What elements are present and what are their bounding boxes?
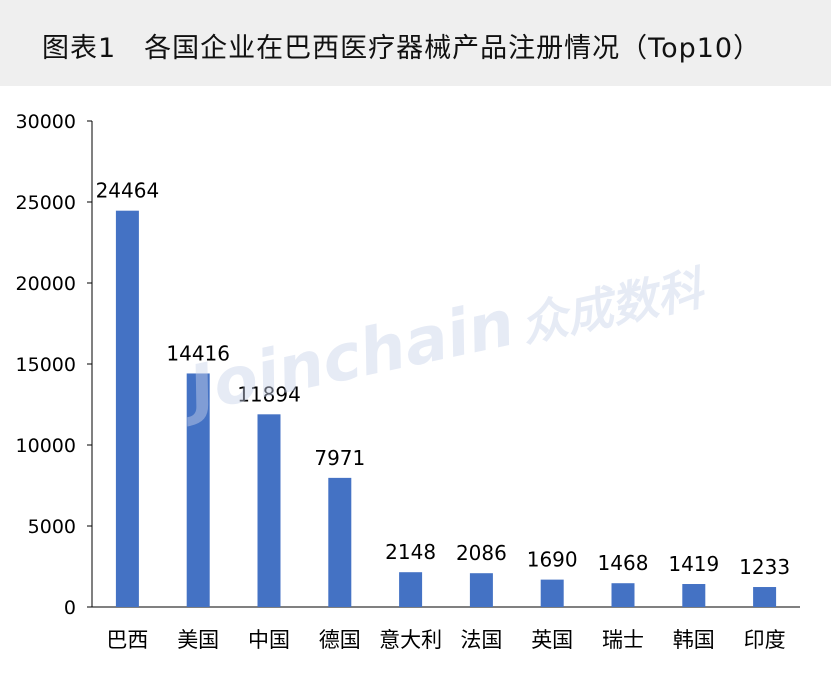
x-tick-label: 意大利	[379, 628, 442, 652]
chart-title: 图表1 各国企业在巴西医疗器械产品注册情况（Top10）	[42, 33, 762, 64]
x-tick-label: 瑞士	[602, 628, 644, 652]
data-label: 24464	[96, 179, 160, 203]
y-tick-label: 25000	[16, 192, 76, 214]
y-tick-label: 0	[64, 597, 76, 619]
y-tick-label: 30000	[16, 111, 76, 133]
x-tick-label: 韩国	[673, 628, 715, 652]
bar	[186, 373, 210, 607]
data-label: 1468	[598, 551, 649, 575]
y-tick-label: 5000	[28, 516, 76, 538]
bar-chart: 0 5000 10000 15000 20000 25000 30000 24464 巴西 144…	[16, 111, 800, 652]
data-label: 1419	[668, 552, 719, 576]
chart-header: 图表1 各国企业在巴西医疗器械产品注册情况（Top10）	[0, 0, 831, 86]
data-label: 2086	[456, 541, 507, 565]
data-label: 7971	[314, 446, 365, 470]
data-label: 2148	[385, 540, 436, 564]
bar	[540, 579, 564, 607]
x-tick-label: 德国	[319, 628, 361, 652]
data-label: 11894	[237, 382, 301, 406]
bar	[328, 477, 352, 607]
x-tick-label: 美国	[177, 628, 219, 652]
bar	[115, 210, 139, 607]
bar	[682, 584, 706, 607]
x-tick-label: 巴西	[106, 628, 148, 652]
y-tick-label: 20000	[16, 273, 76, 295]
y-tick-label: 10000	[16, 435, 76, 457]
bar	[399, 572, 423, 607]
x-tick-label: 英国	[531, 628, 573, 652]
x-tick-label: 法国	[460, 628, 502, 652]
x-tick-label: 印度	[744, 628, 786, 652]
chart-area: 0 5000 10000 15000 20000 25000 30000 24464 巴西 144…	[0, 86, 831, 670]
data-label: 1233	[739, 555, 790, 579]
data-label: 1690	[527, 548, 578, 572]
y-tick-label: 15000	[16, 354, 76, 376]
bar	[469, 573, 493, 607]
bar	[753, 587, 777, 607]
x-tick-label: 中国	[248, 628, 290, 652]
bar	[611, 583, 635, 607]
data-label: 14416	[166, 341, 230, 365]
bar	[257, 414, 281, 607]
